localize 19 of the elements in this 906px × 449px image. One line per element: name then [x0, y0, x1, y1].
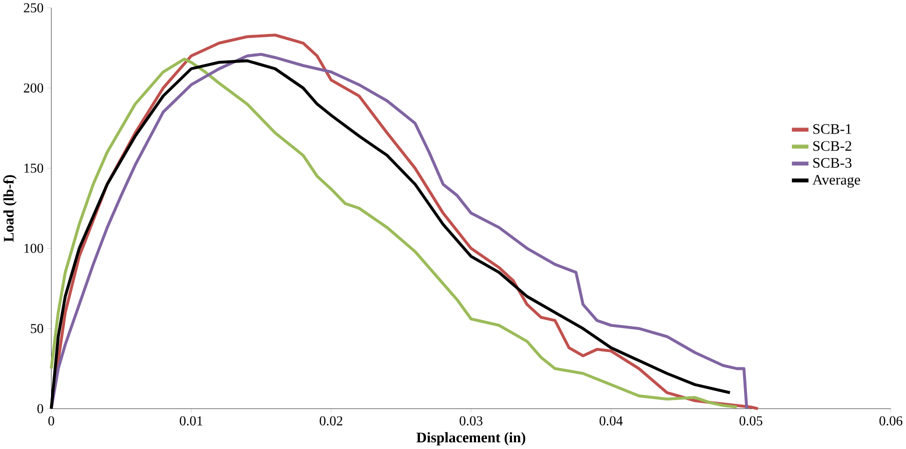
y-tick-label: 200 — [24, 84, 44, 93]
x-tick-label: 0.03 — [460, 416, 482, 426]
legend-label: Average — [812, 175, 860, 188]
x-tick-label: 0.01 — [180, 416, 202, 426]
x-tick-label: 0.04 — [600, 416, 623, 426]
y-tick-label: 100 — [24, 244, 44, 254]
legend-label: SCB-1 — [813, 124, 852, 134]
x-tick-label: 0.05 — [740, 416, 762, 426]
y-tick-label: 250 — [24, 3, 44, 13]
y-tick-label: 0 — [37, 404, 44, 414]
y-tick-label: 150 — [24, 164, 44, 173]
x-axis-title: Displacement (in) — [416, 432, 526, 446]
legend-label: SCB-2 — [813, 141, 852, 152]
y-tick-label: 50 — [30, 324, 44, 334]
x-tick-label: 0 — [48, 416, 54, 426]
x-tick-label: 0.06 — [879, 416, 902, 426]
x-tick-label: 0.02 — [320, 416, 342, 426]
legend-label: SCB-3 — [813, 158, 852, 168]
y-axis-title: Load (lb-f) — [3, 175, 17, 242]
